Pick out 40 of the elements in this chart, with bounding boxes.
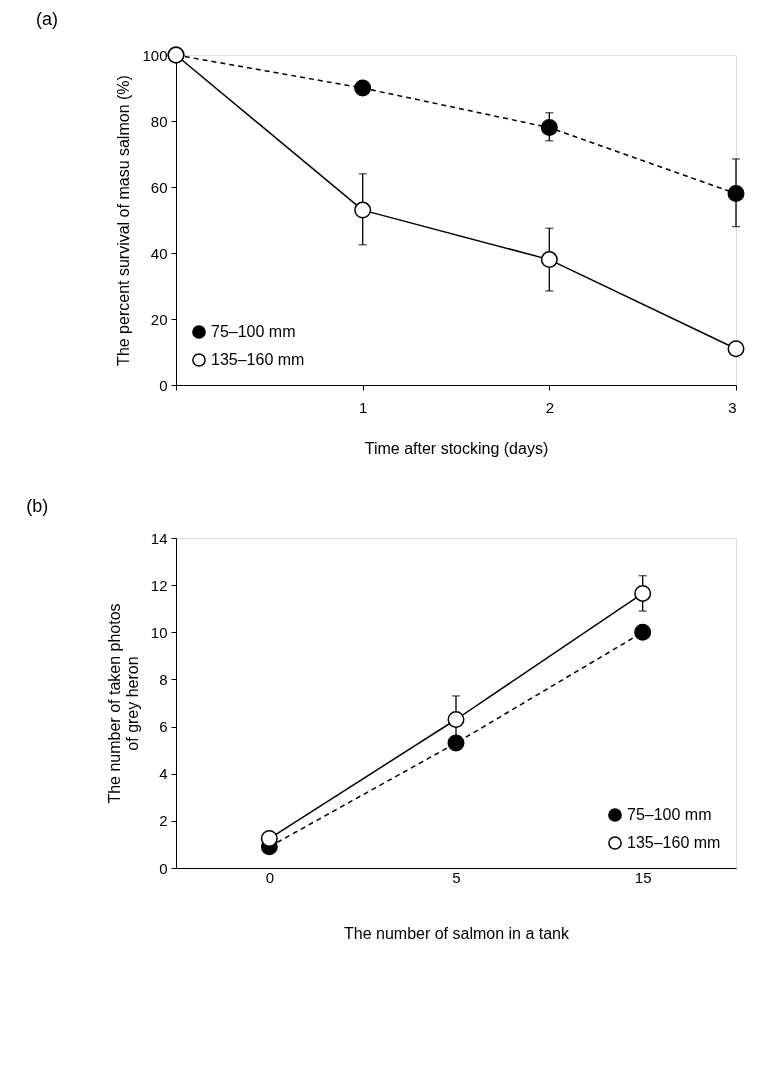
point [634,623,652,641]
y-tick-label: 0 [159,376,168,394]
y-axis-title: The number of taken photos of grey heron [105,603,141,804]
y-axis-title: The percent survival of masu salmon (%) [115,75,133,366]
point [727,340,745,358]
legend-label: 135–160 mm [211,351,305,368]
x-tick-label: 0 [265,868,275,886]
y-tick-label: 4 [159,765,168,783]
y-tick-label: 2 [159,812,168,830]
y-tick-label: 80 [150,112,168,130]
legend-label: 75–100 mm [211,323,296,340]
point [447,711,465,728]
point [634,584,652,602]
point [540,251,558,269]
point [447,734,465,752]
x-tick-label: 15 [634,868,652,886]
y-tick-label: 10 [150,623,168,641]
x-tick-label: 3 [728,398,737,416]
chart-title: (b) [26,496,49,516]
y-tick-label: 60 [150,178,168,196]
x-axis-title: The number of salmon in a tank [343,924,570,942]
chart-title: (a) [35,9,58,30]
x-tick-label: 5 [452,868,461,886]
point [727,185,745,203]
point [540,119,558,137]
y-tick-label: 14 [150,529,168,547]
y-tick-label: 8 [159,670,168,688]
legend-label: 75–100 mm [627,806,712,823]
y-tick-label: 20 [150,310,168,328]
x-tick-label: 1 [358,398,368,416]
y-tick-label: 100 [142,46,168,64]
point [354,201,372,219]
legend-label: 135–160 mm [627,834,721,851]
point [354,79,372,97]
point [260,830,278,848]
y-tick-label: 12 [150,576,168,594]
x-tick-label: 2 [545,398,555,416]
y-tick-label: 40 [150,244,168,262]
x-axis-title: Time after stocking (days) [364,439,549,457]
y-tick-label: 6 [159,718,168,736]
